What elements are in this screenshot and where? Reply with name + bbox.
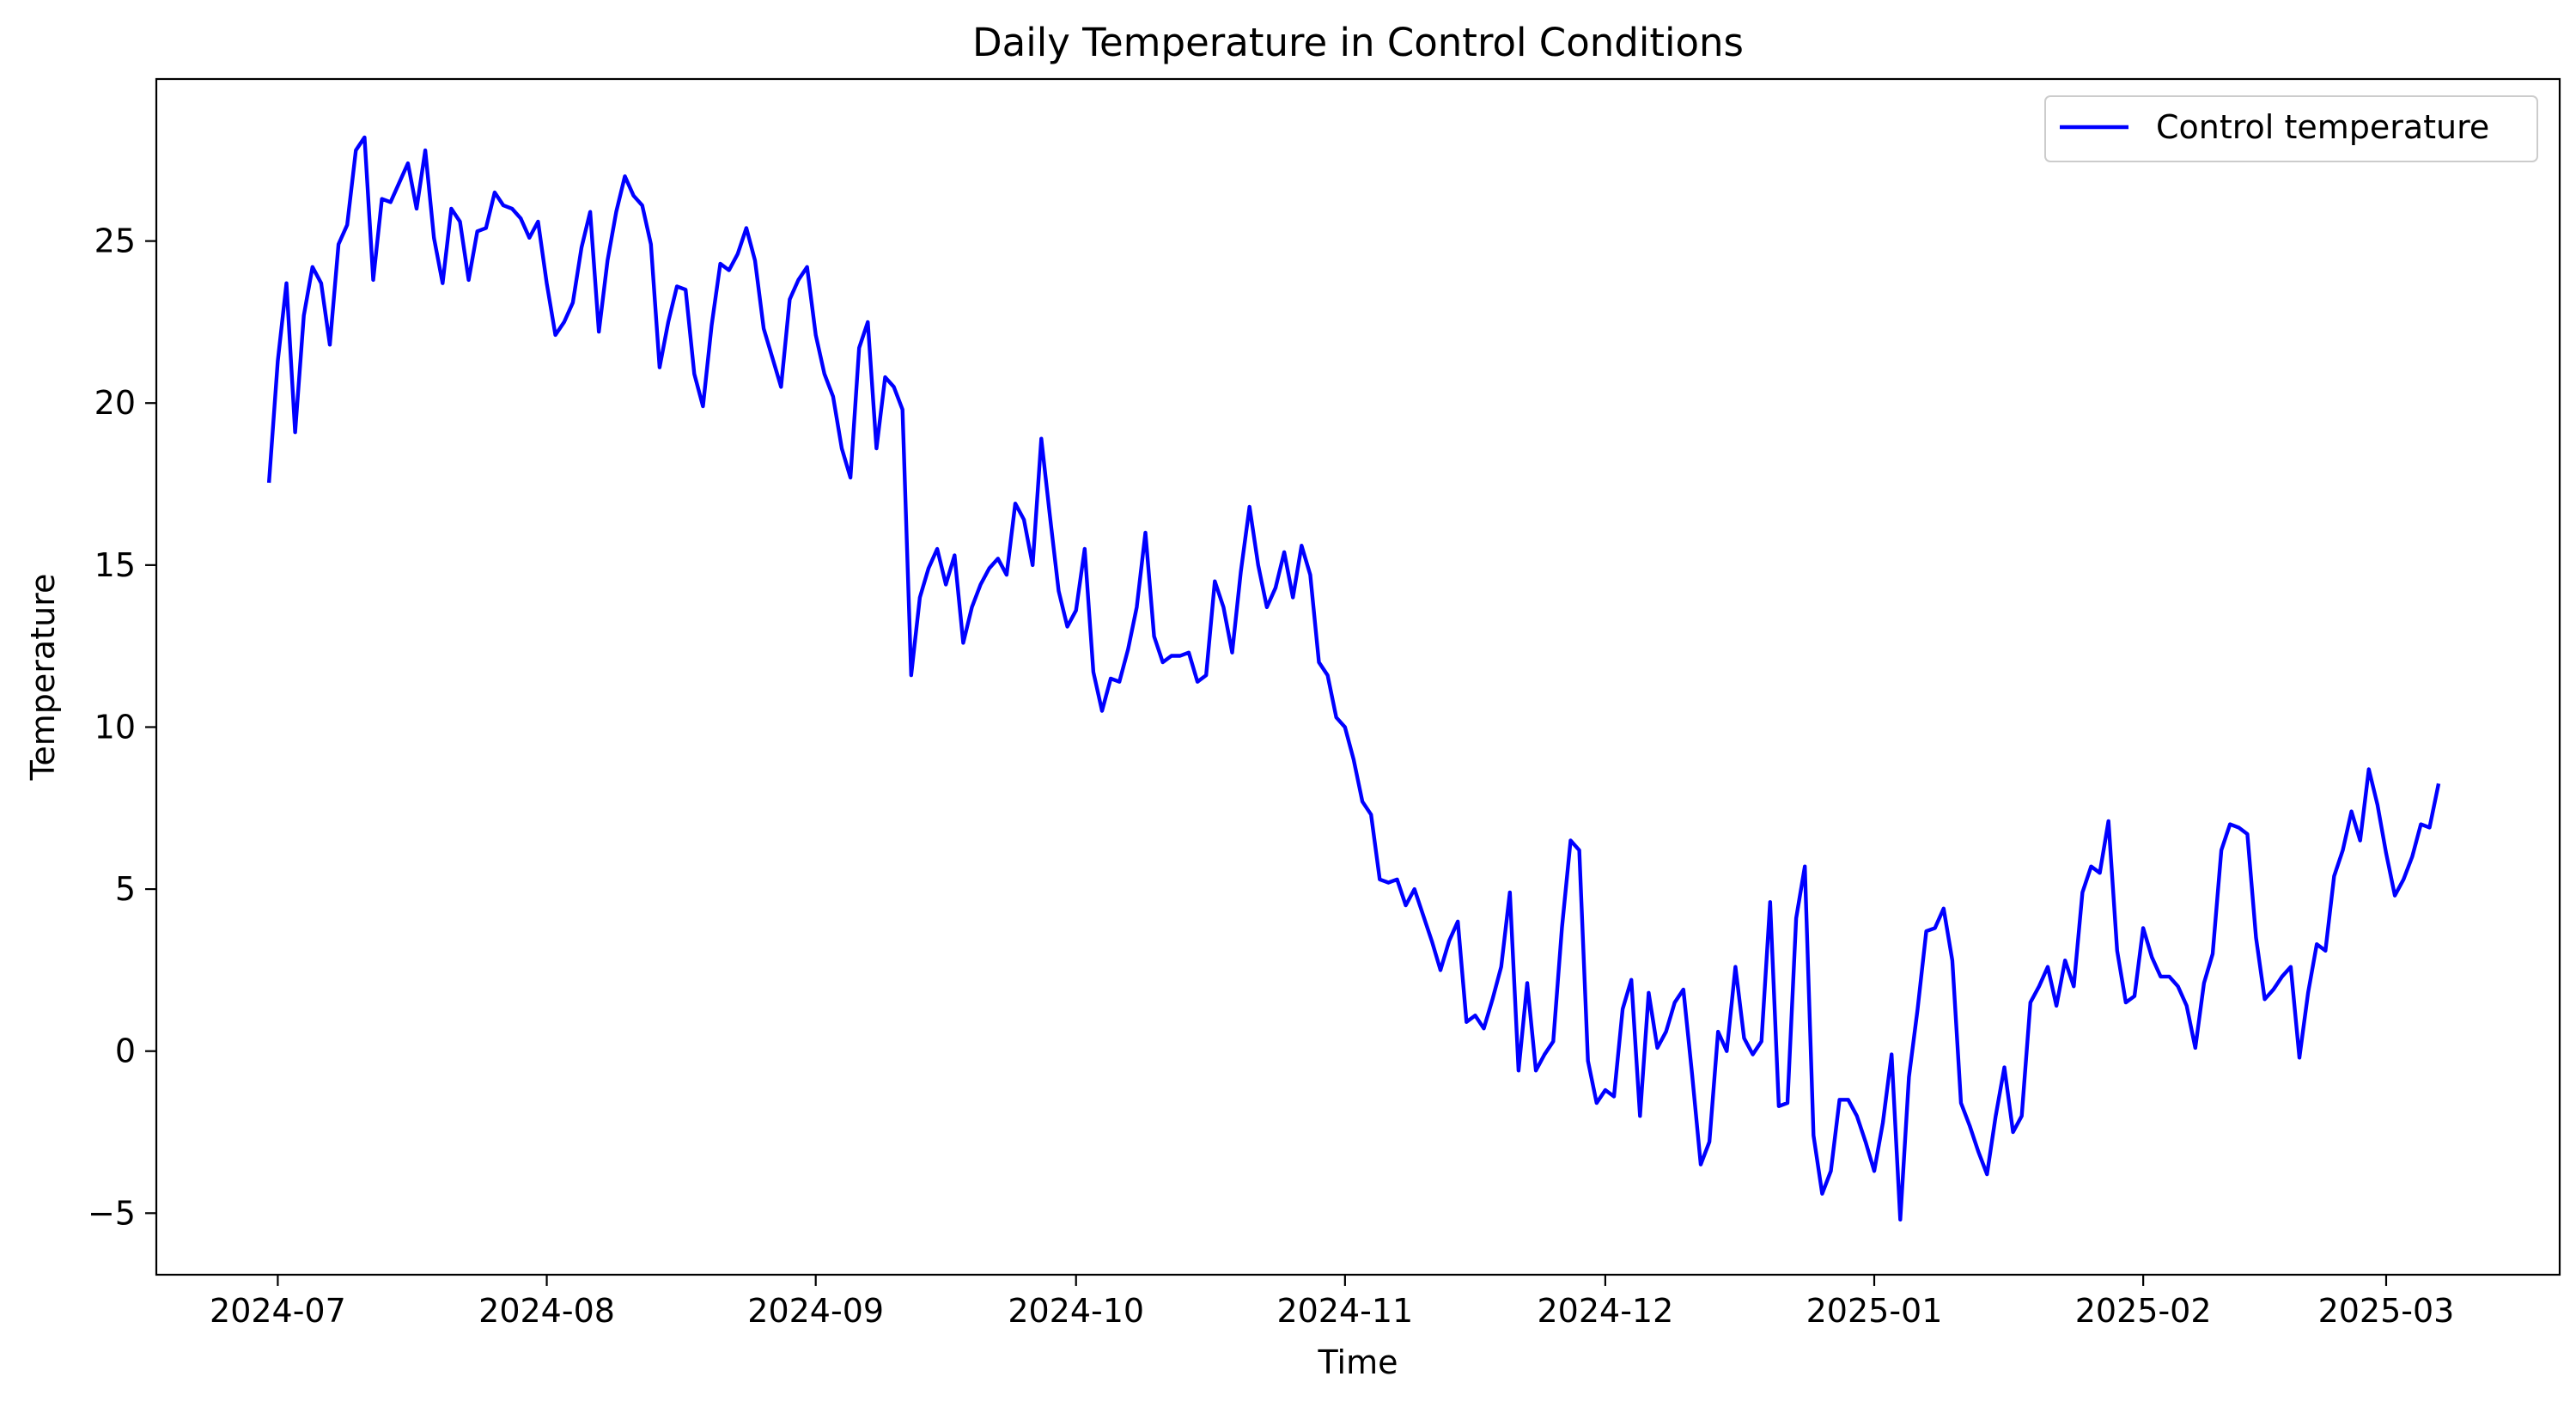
y-tick-label: 10	[94, 708, 136, 746]
x-tick-label: 2025-02	[2075, 1292, 2212, 1330]
x-tick-label: 2024-08	[478, 1292, 615, 1330]
legend: Control temperature	[2044, 95, 2538, 162]
x-tick-label: 2024-12	[1537, 1292, 1673, 1330]
series-line-control-temperature	[266, 135, 2441, 1222]
x-tick-label: 2024-11	[1276, 1292, 1413, 1330]
y-tick-label: 15	[94, 546, 136, 584]
y-axis-ticks: −5 0 5 10 15 20 25	[88, 222, 156, 1232]
x-tick-label: 2024-07	[210, 1292, 346, 1330]
y-tick-label: 5	[115, 870, 136, 908]
legend-label-control-temperature: Control temperature	[2156, 108, 2489, 146]
plot-frame	[155, 77, 2561, 1276]
x-tick-label: 2024-10	[1008, 1292, 1144, 1330]
legend-frame	[2044, 95, 2538, 162]
x-axis-label: Time	[1318, 1343, 1398, 1381]
y-tick-label: 25	[94, 222, 136, 260]
x-tick-label: 2025-01	[1806, 1292, 1943, 1330]
y-tick-label: 20	[94, 384, 136, 422]
x-tick-label: 2024-09	[747, 1292, 884, 1330]
x-tick-label: 2025-03	[2318, 1292, 2455, 1330]
y-tick-label: −5	[88, 1194, 136, 1232]
x-axis-ticks: 2024-07 2024-08 2024-09 2024-10 2024-11 2024-…	[210, 1275, 2454, 1330]
y-tick-label: 0	[115, 1032, 136, 1070]
y-axis-label: Temperature	[24, 574, 62, 782]
chart-title: Daily Temperature in Control Conditions	[972, 20, 1744, 65]
